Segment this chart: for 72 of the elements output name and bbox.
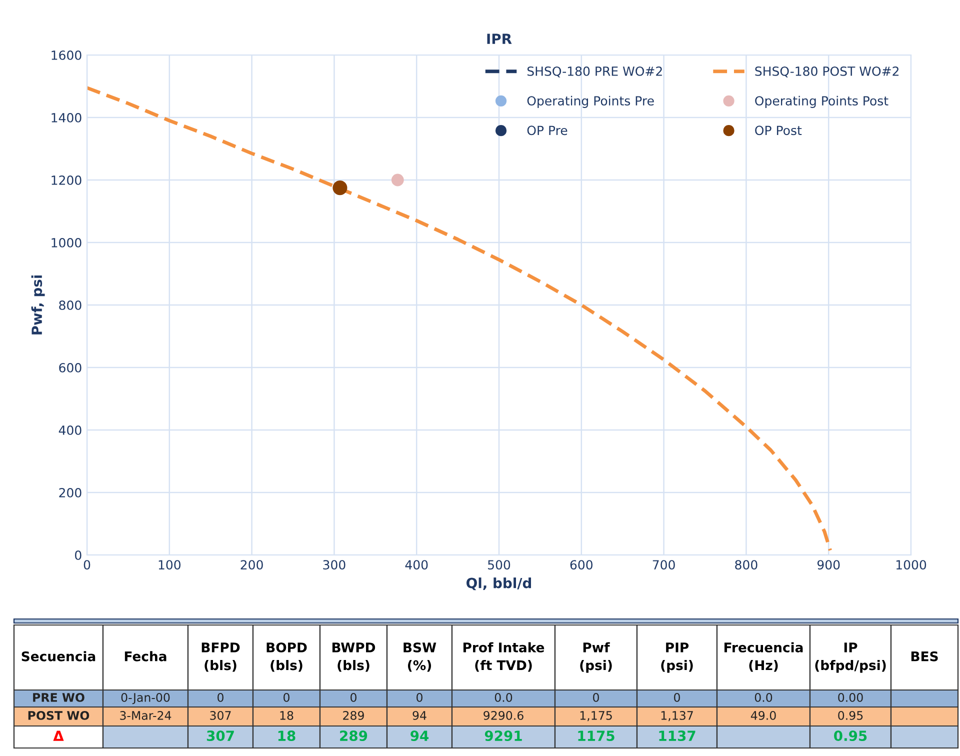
x-tick-label: 400 <box>405 560 428 570</box>
text: 3-Mar-24 <box>120 710 172 720</box>
x-tick-label: 600 <box>570 560 592 570</box>
text: 0 <box>284 692 290 702</box>
text: BES <box>911 651 938 662</box>
y-tick-label: 0 <box>75 550 82 560</box>
text: 1137 <box>659 730 696 742</box>
legend-label: Operating Points Pre <box>527 96 654 108</box>
y-tick-label: 400 <box>58 425 82 435</box>
x-tick-label: 800 <box>735 560 758 570</box>
text: Frecuencia (Hz) <box>724 642 803 672</box>
text: POST WO <box>28 710 90 720</box>
text: 289 <box>340 730 368 742</box>
text: Pwf (psi) <box>580 642 612 673</box>
text: 0 <box>350 692 356 702</box>
legend-label: SHSQ-180 PRE WO#2 <box>527 66 662 78</box>
text: 1,175 <box>580 711 612 722</box>
x-tick-label: 1000 <box>896 560 926 570</box>
text: 289 <box>343 710 364 720</box>
x-axis-title: Ql, bbl/d <box>466 578 532 590</box>
text: 0.00 <box>838 692 863 702</box>
x-tick-label: 500 <box>488 560 510 570</box>
y-tick-label: 1400 <box>52 112 82 122</box>
text: 9290.6 <box>484 710 524 720</box>
text: 0 <box>416 692 422 702</box>
text: 0 <box>218 692 224 702</box>
text: 18 <box>280 710 294 720</box>
text: 1,137 <box>661 710 693 722</box>
text: 0.95 <box>838 710 863 720</box>
legend-label: SHSQ-180 POST WO#2 <box>755 66 898 78</box>
text: Fecha <box>124 651 166 662</box>
legend-label: OP Post <box>755 126 802 136</box>
text: BFPD (bls) <box>202 642 240 672</box>
text: BWPD (bls) <box>332 642 376 672</box>
x-tick-label: 300 <box>323 560 346 570</box>
x-tick-label: 100 <box>158 560 180 570</box>
x-tick-label: 900 <box>817 560 840 570</box>
text: 0.0 <box>494 692 512 702</box>
y-tick-label: 1600 <box>52 50 82 60</box>
legend-label: Operating Points Post <box>755 96 888 108</box>
text: 1175 <box>578 730 614 742</box>
text: Δ <box>53 730 64 741</box>
legend-label: OP Pre <box>527 126 568 136</box>
text: Prof Intake (ft TVD) <box>463 642 544 672</box>
text: PIP (psi) <box>661 642 693 673</box>
text: 9291 <box>484 730 522 742</box>
chart-title: IPR <box>487 34 512 44</box>
text: 94 <box>412 710 426 720</box>
text: BSW (%) <box>404 642 436 672</box>
x-tick-label: 0 <box>84 560 90 570</box>
y-axis-title: Pwf, psi <box>31 275 45 334</box>
y-tick-label: 200 <box>59 488 82 498</box>
text: 49.0 <box>750 710 776 720</box>
text: 307 <box>210 710 231 720</box>
x-tick-label: 700 <box>652 560 675 570</box>
text: BOPD (bls) <box>266 642 307 672</box>
text: 18 <box>278 730 296 742</box>
text: 94 <box>410 730 429 742</box>
y-tick-label: 600 <box>59 362 82 372</box>
text: 0.95 <box>834 730 867 742</box>
text: Secuencia <box>22 651 96 662</box>
text: 0 <box>593 692 599 702</box>
text: 307 <box>206 730 234 742</box>
text: 0.0 <box>754 692 772 702</box>
text: 0 <box>674 692 680 702</box>
y-tick-label: 1000 <box>52 238 82 248</box>
text: 0-Jan-00 <box>121 692 170 704</box>
x-tick-label: 200 <box>240 560 263 570</box>
y-tick-label: 800 <box>59 300 82 310</box>
text: IP (bfpd/psi) <box>815 642 886 673</box>
y-tick-label: 1200 <box>52 175 82 185</box>
text: PRE WO <box>33 692 84 702</box>
